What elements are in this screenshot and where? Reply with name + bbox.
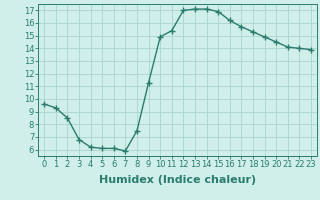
X-axis label: Humidex (Indice chaleur): Humidex (Indice chaleur) xyxy=(99,175,256,185)
